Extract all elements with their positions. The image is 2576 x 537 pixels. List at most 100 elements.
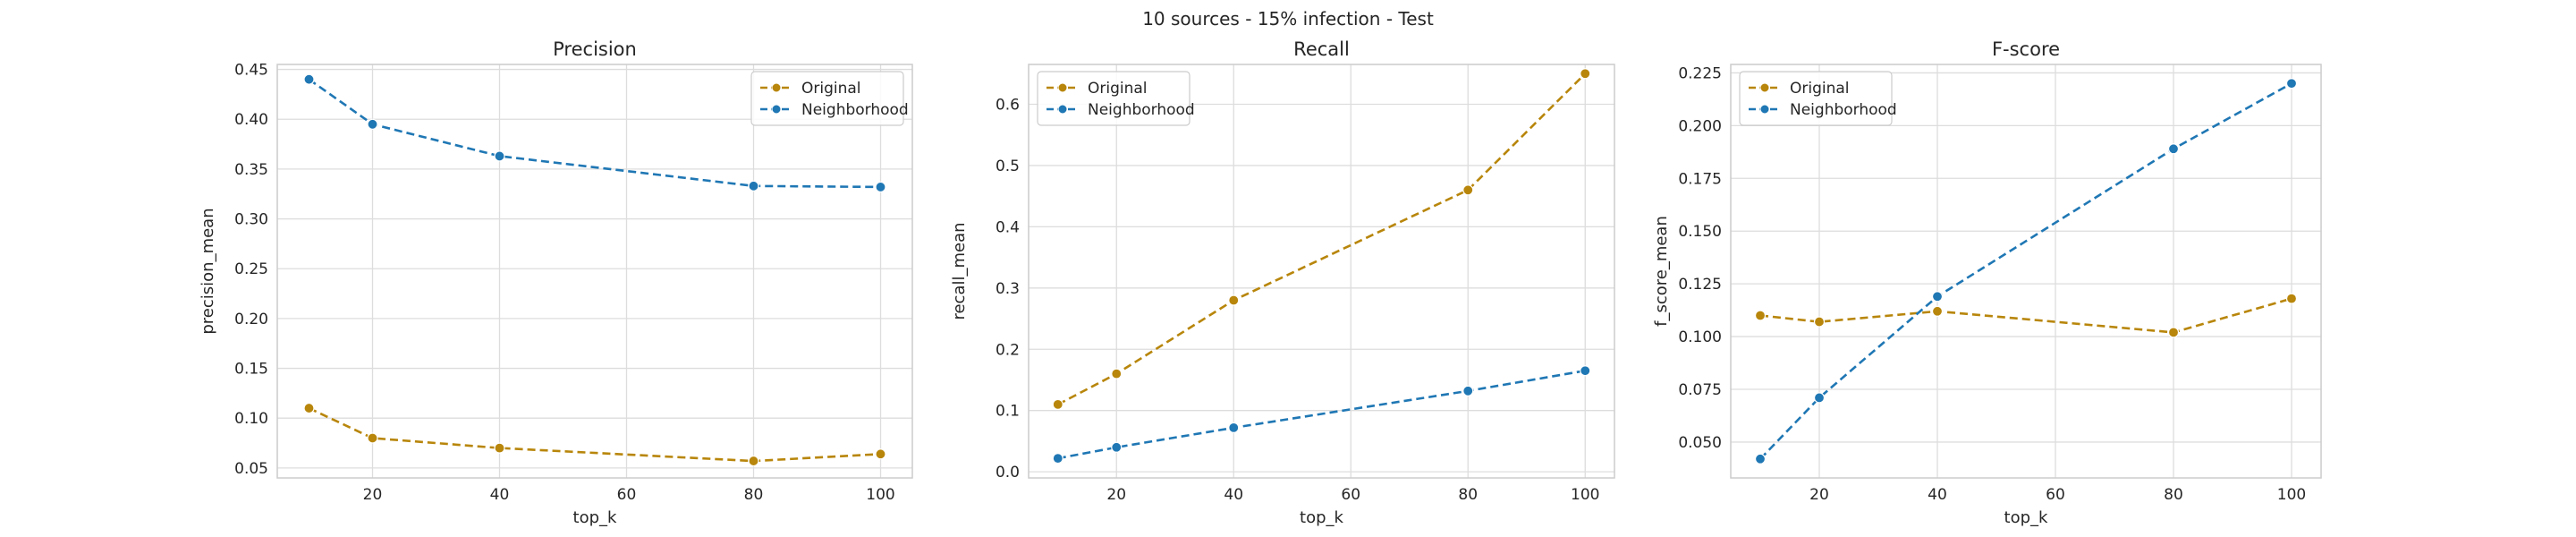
f-score-neighborhood-point — [1813, 392, 1826, 404]
recall-neighborhood-point — [1111, 441, 1123, 453]
recall-y-tick-label: 0.6 — [996, 96, 1020, 114]
recall-original-point — [1580, 68, 1591, 80]
recall-y-tick-label: 0.1 — [996, 403, 1020, 421]
f-score-plot-frame — [1730, 64, 2322, 479]
precision-y-tick-label: 0.20 — [234, 311, 268, 328]
f-score-legend-original-label: Original — [1790, 80, 1850, 98]
f-score-legend-original-marker — [1759, 82, 1770, 93]
precision-chart-title: Precision — [553, 38, 637, 60]
recall-neighborhood-series-line — [1057, 369, 1586, 460]
recall-y-tick-label: 0.5 — [996, 158, 1020, 175]
precision-legend-neighborhood-label: Neighborhood — [801, 101, 909, 119]
precision-legend-original-marker — [771, 82, 782, 93]
recall-y-axis-label: recall_mean — [950, 222, 969, 320]
recall-legend-original-marker — [1057, 82, 1068, 93]
f-score-legend — [1739, 71, 1893, 126]
f-score-y-tick-label: 0.075 — [1678, 381, 1722, 399]
precision-legend-original-label: Original — [801, 80, 861, 98]
f-score-original-point — [1931, 305, 1944, 317]
recall-neighborhood-point — [1052, 452, 1063, 465]
f-score-y-tick-label: 0.125 — [1678, 276, 1722, 294]
recall-legend — [1037, 71, 1191, 126]
f-score-x-axis-label: top_k — [2004, 508, 2048, 527]
precision-y-tick-label: 0.45 — [234, 62, 268, 80]
recall-x-tick-label: 80 — [1458, 486, 1478, 504]
recall-original-point — [1111, 368, 1123, 379]
f-score-y-axis-label: f_score_mean — [1652, 216, 1671, 327]
f-score-neighborhood-point — [1754, 453, 1767, 465]
recall-legend-neighborhood-label: Neighborhood — [1088, 101, 1195, 119]
precision-original-series-line — [308, 406, 881, 463]
recall-x-tick-label: 20 — [1106, 486, 1126, 504]
f-score-neighborhood-point — [2167, 143, 2180, 155]
precision-original-point — [367, 432, 378, 444]
recall-legend-neighborhood-marker — [1057, 104, 1068, 115]
f-score-legend-neighborhood-label: Neighborhood — [1790, 101, 1897, 119]
precision-y-tick-label: 0.30 — [234, 211, 268, 229]
f-score-x-tick-label: 80 — [2164, 486, 2183, 504]
f-score-chart-title: F-score — [1992, 38, 2060, 60]
recall-legend-original-label: Original — [1088, 80, 1148, 98]
precision-original-point — [748, 455, 759, 467]
precision-y-tick-label: 0.15 — [234, 361, 268, 379]
f-score-original-point — [1813, 316, 1826, 328]
f-score-y-tick-label: 0.100 — [1678, 328, 1722, 346]
precision-x-tick-label: 80 — [744, 486, 764, 504]
precision-neighborhood-point — [494, 150, 505, 162]
f-score-original-point — [1754, 310, 1767, 321]
precision-original-point — [875, 448, 886, 460]
precision-neighborhood-point — [303, 73, 315, 85]
precision-y-tick-label: 0.05 — [234, 460, 268, 478]
recall-original-point — [1462, 184, 1474, 196]
recall-neighborhood-point — [1580, 365, 1591, 377]
f-score-x-tick-label: 100 — [2277, 486, 2306, 504]
recall-plot-frame — [1028, 64, 1615, 479]
f-score-neighborhood-point — [1931, 291, 1944, 303]
precision-original-point — [494, 442, 505, 454]
precision-neighborhood-series-line — [308, 78, 881, 189]
recall-original-point — [1228, 294, 1240, 306]
precision-x-tick-label: 20 — [363, 486, 383, 504]
f-score-x-tick-label: 20 — [1809, 486, 1829, 504]
precision-y-tick-label: 0.35 — [234, 161, 268, 179]
recall-original-point — [1052, 398, 1063, 410]
f-score-original-series-line — [1759, 297, 2292, 334]
precision-y-axis-label: precision_mean — [199, 208, 217, 334]
recall-neighborhood-point — [1462, 385, 1474, 396]
precision-y-tick-label: 0.10 — [234, 410, 268, 428]
precision-neighborhood-point — [875, 181, 886, 193]
precision-legend — [750, 71, 904, 126]
recall-y-tick-label: 0.2 — [996, 341, 1020, 359]
recall-x-axis-label: top_k — [1300, 508, 1343, 527]
f-score-y-tick-label: 0.200 — [1678, 117, 1722, 135]
f-score-original-point — [2167, 327, 2180, 338]
f-score-x-tick-label: 60 — [2046, 486, 2065, 504]
recall-x-tick-label: 100 — [1571, 486, 1599, 504]
precision-panel: 20 40 60 80 100 0.05 0.10 0.15 0.20 0.25 0.30 0.35 0… — [199, 38, 913, 527]
f-score-y-tick-label: 0.150 — [1678, 223, 1722, 241]
precision-y-tick-label: 0.40 — [234, 111, 268, 129]
precision-y-tick-label: 0.25 — [234, 260, 268, 278]
precision-x-tick-label: 60 — [617, 486, 637, 504]
precision-x-tick-label: 40 — [490, 486, 510, 504]
f-score-original-point — [2285, 293, 2298, 304]
recall-y-tick-label: 0.3 — [996, 280, 1020, 298]
precision-neighborhood-point — [367, 118, 378, 130]
recall-panel: 20 40 60 80 100 0.0 0.1 0.2 0.3 0.4 0.5 0.6 Recall to… — [950, 38, 1615, 527]
f-score-y-tick-label: 0.050 — [1678, 434, 1722, 452]
f-score-y-tick-label: 0.175 — [1678, 170, 1722, 188]
precision-plot-frame — [276, 64, 913, 479]
f-score-legend-neighborhood-marker — [1759, 104, 1770, 115]
precision-neighborhood-point — [748, 180, 759, 192]
f-score-panel: 20 40 60 80 100 0.050 0.075 0.100 0.125 0.150 0.17… — [1652, 38, 2322, 527]
f-score-x-tick-label: 40 — [1928, 486, 1947, 504]
f-score-neighborhood-point — [2285, 78, 2298, 90]
f-score-neighborhood-series-line — [1759, 82, 2292, 460]
figure-suptitle: 10 sources - 15% infection - Test — [1142, 8, 1434, 30]
recall-y-tick-label: 0.0 — [996, 464, 1020, 482]
precision-original-point — [303, 402, 315, 414]
recall-x-tick-label: 60 — [1341, 486, 1360, 504]
recall-x-tick-label: 40 — [1224, 486, 1243, 504]
f-score-y-tick-label: 0.225 — [1678, 64, 1722, 82]
